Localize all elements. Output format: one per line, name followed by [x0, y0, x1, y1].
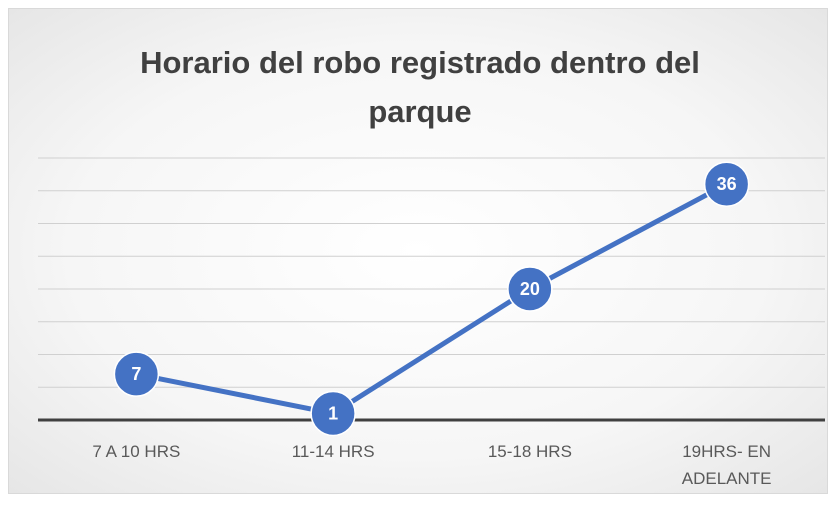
- marker: [507, 266, 553, 312]
- marker: [113, 351, 160, 397]
- x-tick-label: 19HRS- EN ADELANTE: [681, 442, 772, 488]
- value-label: 1: [328, 403, 338, 423]
- line: [135, 181, 728, 416]
- chart-title: Horario del robo registrado dentro del p…: [140, 45, 700, 129]
- marker: [310, 390, 356, 437]
- x-tick-label: 11-14 HRS: [291, 442, 375, 461]
- marker: [703, 161, 750, 207]
- value-label: 7: [131, 364, 141, 384]
- x-tick-label: 7 A 10 HRS: [92, 442, 181, 461]
- chart-frame: [8, 8, 828, 494]
- value-label: 20: [520, 279, 540, 299]
- value-label: 36: [717, 174, 737, 194]
- x-tick-label: 15-18 HRS: [487, 442, 572, 461]
